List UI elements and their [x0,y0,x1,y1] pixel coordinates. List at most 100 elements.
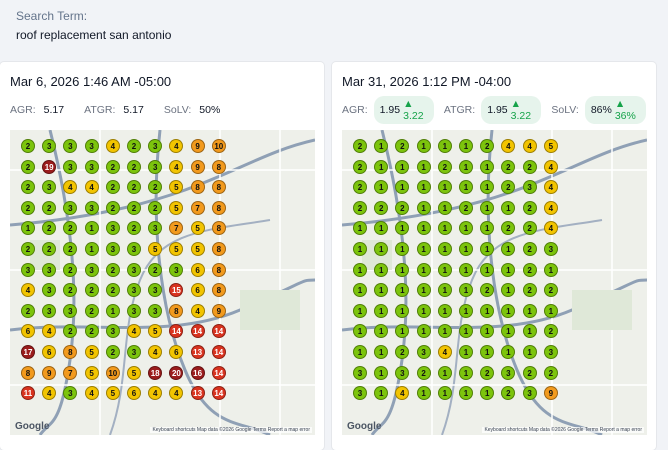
rank-pin[interactable]: 1 [374,159,389,174]
rank-pin[interactable]: 2 [21,180,35,195]
rank-pin[interactable]: 2 [522,200,537,215]
rank-pin[interactable]: 4 [84,180,99,195]
rank-pin[interactable]: 2 [63,324,78,339]
rank-pin[interactable]: 1 [459,262,473,277]
rank-pin[interactable]: 2 [395,345,410,359]
rank-pin[interactable]: 1 [480,221,495,236]
rank-pin[interactable]: 1 [374,386,389,401]
rank-pin[interactable]: 4 [148,345,163,359]
rank-pin[interactable]: 2 [459,200,473,215]
rank-pin[interactable]: 1 [374,283,389,298]
rank-pin[interactable]: 1 [501,345,516,359]
rank-pin[interactable]: 8 [211,283,226,298]
rank-pin[interactable]: 1 [374,262,389,277]
rank-pin[interactable]: 4 [190,303,205,318]
rank-pin[interactable]: 2 [84,324,99,339]
rank-pin[interactable]: 13 [190,386,205,401]
rank-pin[interactable]: 4 [522,139,537,153]
rank-pin[interactable]: 2 [522,365,537,380]
rank-pin[interactable]: 2 [105,159,120,174]
rank-pin[interactable]: 4 [543,180,558,195]
rank-pin[interactable]: 3 [148,159,163,174]
rank-pin[interactable]: 1 [543,262,558,277]
rank-pin[interactable]: 8 [211,180,226,195]
rank-pin[interactable]: 2 [42,200,57,215]
rank-pin[interactable]: 1 [480,262,495,277]
rank-pin[interactable]: 1 [459,242,473,256]
rank-pin[interactable]: 2 [127,159,141,174]
rank-pin[interactable]: 2 [105,262,120,277]
rank-pin[interactable]: 1 [374,180,389,195]
rank-pin[interactable]: 8 [169,303,184,318]
rank-pin[interactable]: 3 [84,139,99,153]
rank-pin[interactable]: 1 [374,139,389,153]
rank-pin[interactable]: 2 [148,262,163,277]
map-attribution[interactable]: Keyboard shortcuts Map data ©2026 Google… [482,427,644,433]
rank-pin[interactable]: 2 [148,200,163,215]
rank-pin[interactable]: 3 [21,262,35,277]
rank-pin[interactable]: 2 [21,242,35,256]
rank-pin[interactable]: 5 [84,365,99,380]
rank-pin[interactable]: 19 [42,159,57,174]
rank-pin[interactable]: 1 [84,242,99,256]
rank-pin[interactable]: 1 [437,283,452,298]
rank-pin[interactable]: 5 [190,221,205,236]
rank-pin[interactable]: 4 [395,386,410,401]
rank-pin[interactable]: 4 [543,159,558,174]
rank-pin[interactable]: 6 [127,386,141,401]
rank-pin[interactable]: 2 [127,200,141,215]
rank-pin[interactable]: 3 [42,283,57,298]
rank-pin[interactable]: 2 [127,221,141,236]
rank-pin[interactable]: 2 [395,139,410,153]
rank-pin[interactable]: 7 [63,365,78,380]
rank-pin[interactable]: 2 [21,303,35,318]
rank-pin[interactable]: 1 [416,180,431,195]
rank-pin[interactable]: 3 [127,262,141,277]
rank-pin[interactable]: 3 [84,200,99,215]
rank-pin[interactable]: 7 [169,221,184,236]
rank-pin[interactable]: 1 [105,303,120,318]
rank-pin[interactable]: 1 [416,303,431,318]
rank-pin[interactable]: 1 [437,200,452,215]
rank-pin[interactable]: 1 [501,283,516,298]
rank-pin[interactable]: 4 [84,386,99,401]
rank-pin[interactable]: 3 [105,221,120,236]
rank-pin[interactable]: 1 [459,324,473,339]
rank-pin[interactable]: 6 [190,283,205,298]
rank-pin[interactable]: 3 [42,180,57,195]
rank-pin[interactable]: 3 [522,180,537,195]
rank-pin[interactable]: 3 [148,283,163,298]
rank-pin[interactable]: 4 [21,283,35,298]
rank-pin[interactable]: 1 [437,180,452,195]
rank-pin[interactable]: 1 [395,324,410,339]
rank-pin[interactable]: 2 [522,159,537,174]
rank-pin[interactable]: 1 [395,283,410,298]
rank-pin[interactable]: 2 [63,262,78,277]
rank-pin[interactable]: 9 [211,303,226,318]
rank-pin[interactable]: 3 [543,242,558,256]
rank-pin[interactable]: 2 [105,283,120,298]
rank-pin[interactable]: 1 [395,303,410,318]
rank-pin[interactable]: 2 [148,180,163,195]
rank-pin[interactable]: 1 [522,303,537,318]
rank-pin[interactable]: 1 [353,303,367,318]
rank-pin[interactable]: 1 [416,283,431,298]
rank-pin[interactable]: 8 [211,242,226,256]
rank-pin[interactable]: 2 [522,262,537,277]
rank-pin[interactable]: 4 [169,139,184,153]
rank-pin[interactable]: 2 [21,200,35,215]
rank-pin[interactable]: 1 [437,221,452,236]
rank-pin[interactable]: 4 [105,139,120,153]
rank-pin[interactable]: 1 [353,221,367,236]
rank-pin[interactable]: 1 [459,159,473,174]
rank-pin[interactable]: 6 [169,345,184,359]
rank-pin[interactable]: 14 [211,345,226,359]
rank-pin[interactable]: 3 [84,159,99,174]
rank-pin[interactable]: 3 [543,345,558,359]
rank-pin[interactable]: 1 [353,242,367,256]
rank-pin[interactable]: 1 [395,262,410,277]
rank-pin[interactable]: 1 [437,262,452,277]
rank-pin[interactable]: 4 [169,386,184,401]
rank-pin[interactable]: 9 [543,386,558,401]
rank-pin[interactable]: 1 [374,324,389,339]
